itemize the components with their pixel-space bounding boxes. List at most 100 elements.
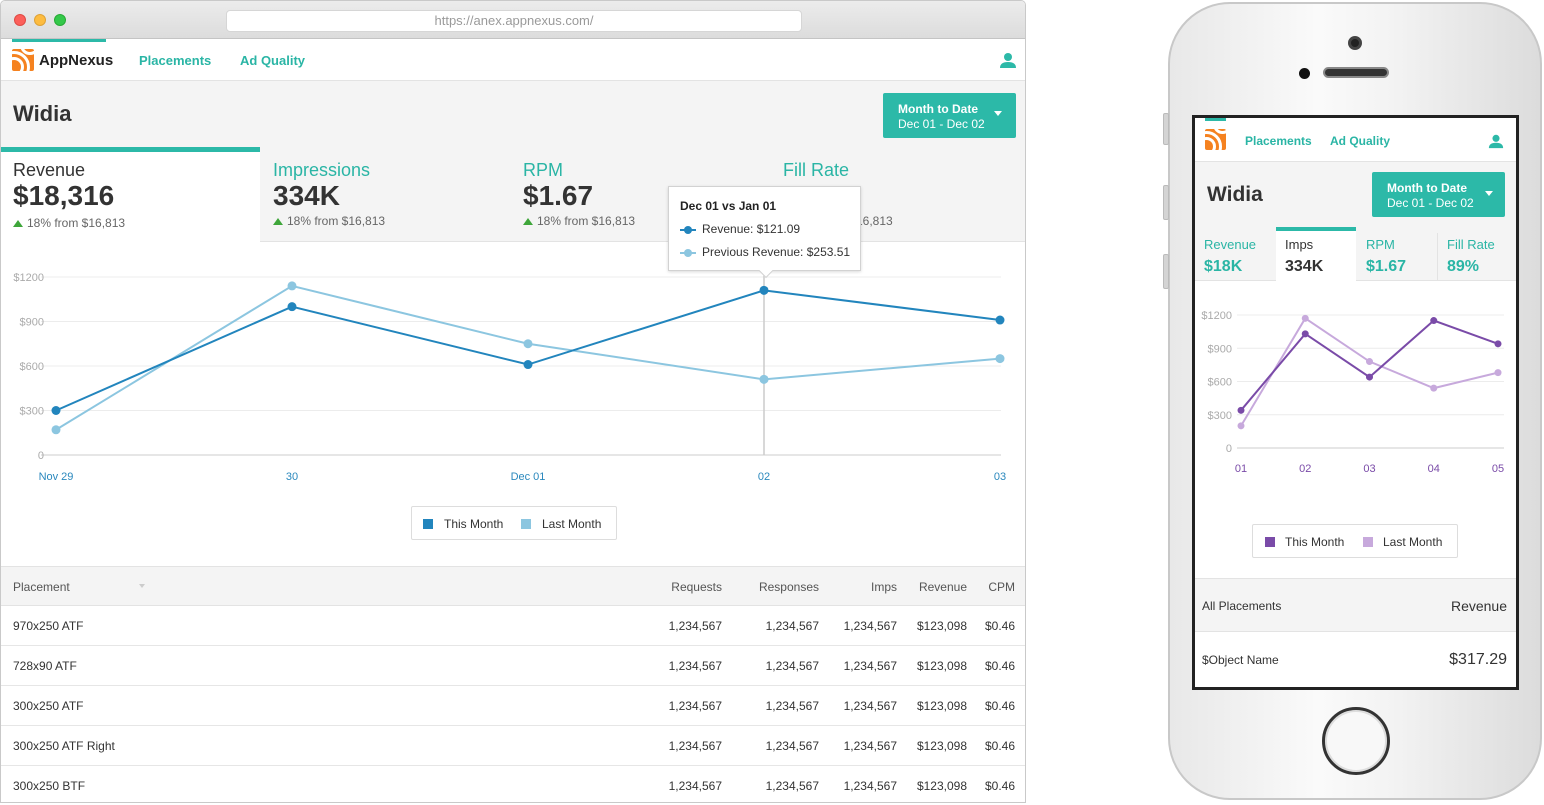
col-header-revenue[interactable]: Revenue (918, 580, 967, 594)
table-header: Placement Requests Responses Imps Revenu… (1, 566, 1025, 606)
nav-ad-quality[interactable]: Ad Quality (240, 53, 306, 68)
nav-placements[interactable]: Placements (1245, 134, 1312, 148)
metric-tab-fill-rate[interactable]: Fill Rate 16,813 (771, 147, 1025, 242)
data-point[interactable] (1366, 373, 1373, 381)
cell-responses: 1,234,567 (765, 659, 819, 673)
metric-tab-revenue[interactable]: Revenue $18,316 18% from $16,813 (1, 147, 260, 243)
data-point[interactable] (1494, 340, 1502, 348)
data-point[interactable] (1301, 330, 1309, 338)
maximize-window-button[interactable] (54, 14, 66, 26)
close-window-button[interactable] (14, 14, 26, 26)
minimize-window-button[interactable] (34, 14, 46, 26)
list-item[interactable]: $Object Name $317.29 (1195, 632, 1516, 687)
cell-cpm: $0.46 (984, 779, 1015, 793)
metric-value: $18K (1204, 258, 1243, 275)
legend-this-month[interactable]: This Month (1285, 535, 1345, 549)
page-title: Widia (13, 101, 72, 126)
date-range-button[interactable]: Month to Date Dec 01 - Dec 02 (883, 93, 1016, 138)
col-header-placement[interactable]: Placement (13, 580, 70, 594)
cell-revenue: $123,098 (916, 779, 967, 793)
data-point[interactable] (51, 425, 61, 435)
phone-chart-legend: This Month Last Month (1252, 524, 1458, 558)
data-point[interactable] (995, 354, 1005, 364)
sort-caret-icon[interactable] (139, 584, 145, 588)
metric-tab-rpm[interactable]: RPM $1.67 (1357, 227, 1437, 281)
table-row[interactable]: 728x90 ATF 1,234,567 1,234,567 1,234,567 $12… (1, 646, 1025, 686)
data-point[interactable] (995, 315, 1005, 325)
x-tick-label: 03 (994, 471, 1006, 483)
cell-imps: 1,234,567 (843, 619, 897, 633)
phone-home-button[interactable] (1322, 707, 1390, 775)
col-header-imps[interactable]: Imps (870, 580, 897, 594)
cell-responses: 1,234,567 (765, 699, 819, 713)
col-header-cpm[interactable]: CPM (988, 580, 1015, 594)
list-item-name: $Object Name (1202, 653, 1279, 667)
cell-imps: 1,234,567 (843, 779, 897, 793)
up-arrow-icon (273, 218, 283, 225)
data-point[interactable] (1494, 369, 1502, 377)
revenue-chart[interactable]: 0 $300 $600 $900 $1200 Nov 29 30 Dec 01 02 03 (1, 242, 1025, 497)
cell-requests: 1,234,567 (668, 699, 722, 713)
x-tick-label: 01 (1235, 463, 1247, 475)
phone-revenue-chart[interactable]: 0 $300 $600 $900 $1200 01 02 03 04 05 (1195, 281, 1516, 521)
data-point[interactable] (287, 281, 297, 291)
data-point[interactable] (1237, 422, 1245, 430)
data-point[interactable] (523, 360, 533, 370)
y-tick-label: $1200 (1201, 310, 1232, 322)
metric-divider (1437, 233, 1438, 281)
cell-cpm: $0.46 (984, 659, 1015, 673)
table-row[interactable]: 300x250 BTF 1,234,567 1,234,567 1,234,567 $1… (1, 766, 1025, 802)
appnexus-logo-icon[interactable] (12, 49, 34, 71)
nav-ad-quality[interactable]: Ad Quality (1330, 134, 1391, 148)
data-point[interactable] (1430, 384, 1438, 392)
data-point[interactable] (51, 406, 61, 415)
legend-swatch-last-month (1363, 537, 1373, 547)
col-header-responses[interactable]: Responses (758, 580, 819, 594)
legend-last-month[interactable]: Last Month (542, 517, 602, 531)
data-point[interactable] (523, 339, 533, 349)
metric-delta: 18% from $16,813 (13, 216, 125, 230)
metric-value: 89% (1447, 258, 1480, 275)
chart-tooltip: Dec 01 vs Jan 01 Revenue: $121.09 Previo… (668, 186, 861, 279)
data-point[interactable] (1366, 358, 1373, 366)
metric-label: Revenue (13, 160, 86, 180)
table-row[interactable]: 300x250 ATF Right 1,234,567 1,234,567 1,234… (1, 726, 1025, 766)
user-icon[interactable] (999, 51, 1017, 69)
data-point[interactable] (759, 285, 769, 295)
date-range-button[interactable]: Month to Date Dec 01 - Dec 02 (1372, 172, 1505, 217)
browser-titlebar: https://anex.appnexus.com/ (1, 1, 1025, 39)
metric-tab-revenue[interactable]: Revenue $18K (1195, 227, 1275, 281)
cell-placement: 728x90 ATF (13, 659, 77, 673)
data-point[interactable] (1237, 406, 1245, 414)
list-header-left[interactable]: All Placements (1202, 599, 1282, 613)
cell-revenue: $123,098 (916, 659, 967, 673)
metric-tab-rpm[interactable]: RPM $1.67 18% from $16,813 (511, 147, 771, 242)
page-title: Widia (1207, 183, 1263, 206)
appnexus-logo-icon[interactable] (1205, 129, 1226, 150)
data-point[interactable] (759, 374, 769, 384)
legend-this-month[interactable]: This Month (444, 517, 504, 531)
metric-tab-imps[interactable]: Imps 334K (1276, 227, 1356, 282)
browser-window: https://anex.appnexus.com/ AppNexus Plac… (0, 0, 1026, 803)
cell-revenue: $123,098 (916, 699, 967, 713)
url-bar[interactable]: https://anex.appnexus.com/ (226, 10, 802, 32)
table-row[interactable]: 300x250 ATF 1,234,567 1,234,567 1,234,567 $1… (1, 686, 1025, 726)
metrics-bar: Revenue $18,316 18% from $16,813 Impress… (1, 147, 1025, 243)
metric-delta: 16,813 (856, 214, 893, 228)
user-icon[interactable] (1488, 133, 1504, 149)
metric-tab-impressions[interactable]: Impressions 334K 18% from $16,813 (261, 147, 511, 242)
data-point[interactable] (1301, 314, 1309, 322)
legend-last-month[interactable]: Last Month (1383, 535, 1443, 549)
data-point[interactable] (1430, 317, 1438, 325)
list-header-right[interactable]: Revenue (1450, 598, 1507, 614)
y-tick-label: 0 (38, 450, 44, 462)
date-range-value: Dec 01 - Dec 02 (1387, 196, 1474, 210)
metric-tab-fill-rate[interactable]: Fill Rate 89% (1438, 227, 1516, 281)
metric-value: 334K (1285, 258, 1324, 275)
nav-placements[interactable]: Placements (139, 53, 212, 68)
col-header-requests[interactable]: Requests (671, 580, 722, 594)
cell-imps: 1,234,567 (843, 699, 897, 713)
table-row[interactable]: 970x250 ATF 1,234,567 1,234,567 1,234,567 $1… (1, 606, 1025, 646)
data-point[interactable] (287, 302, 297, 312)
metric-label: RPM (1366, 237, 1395, 252)
